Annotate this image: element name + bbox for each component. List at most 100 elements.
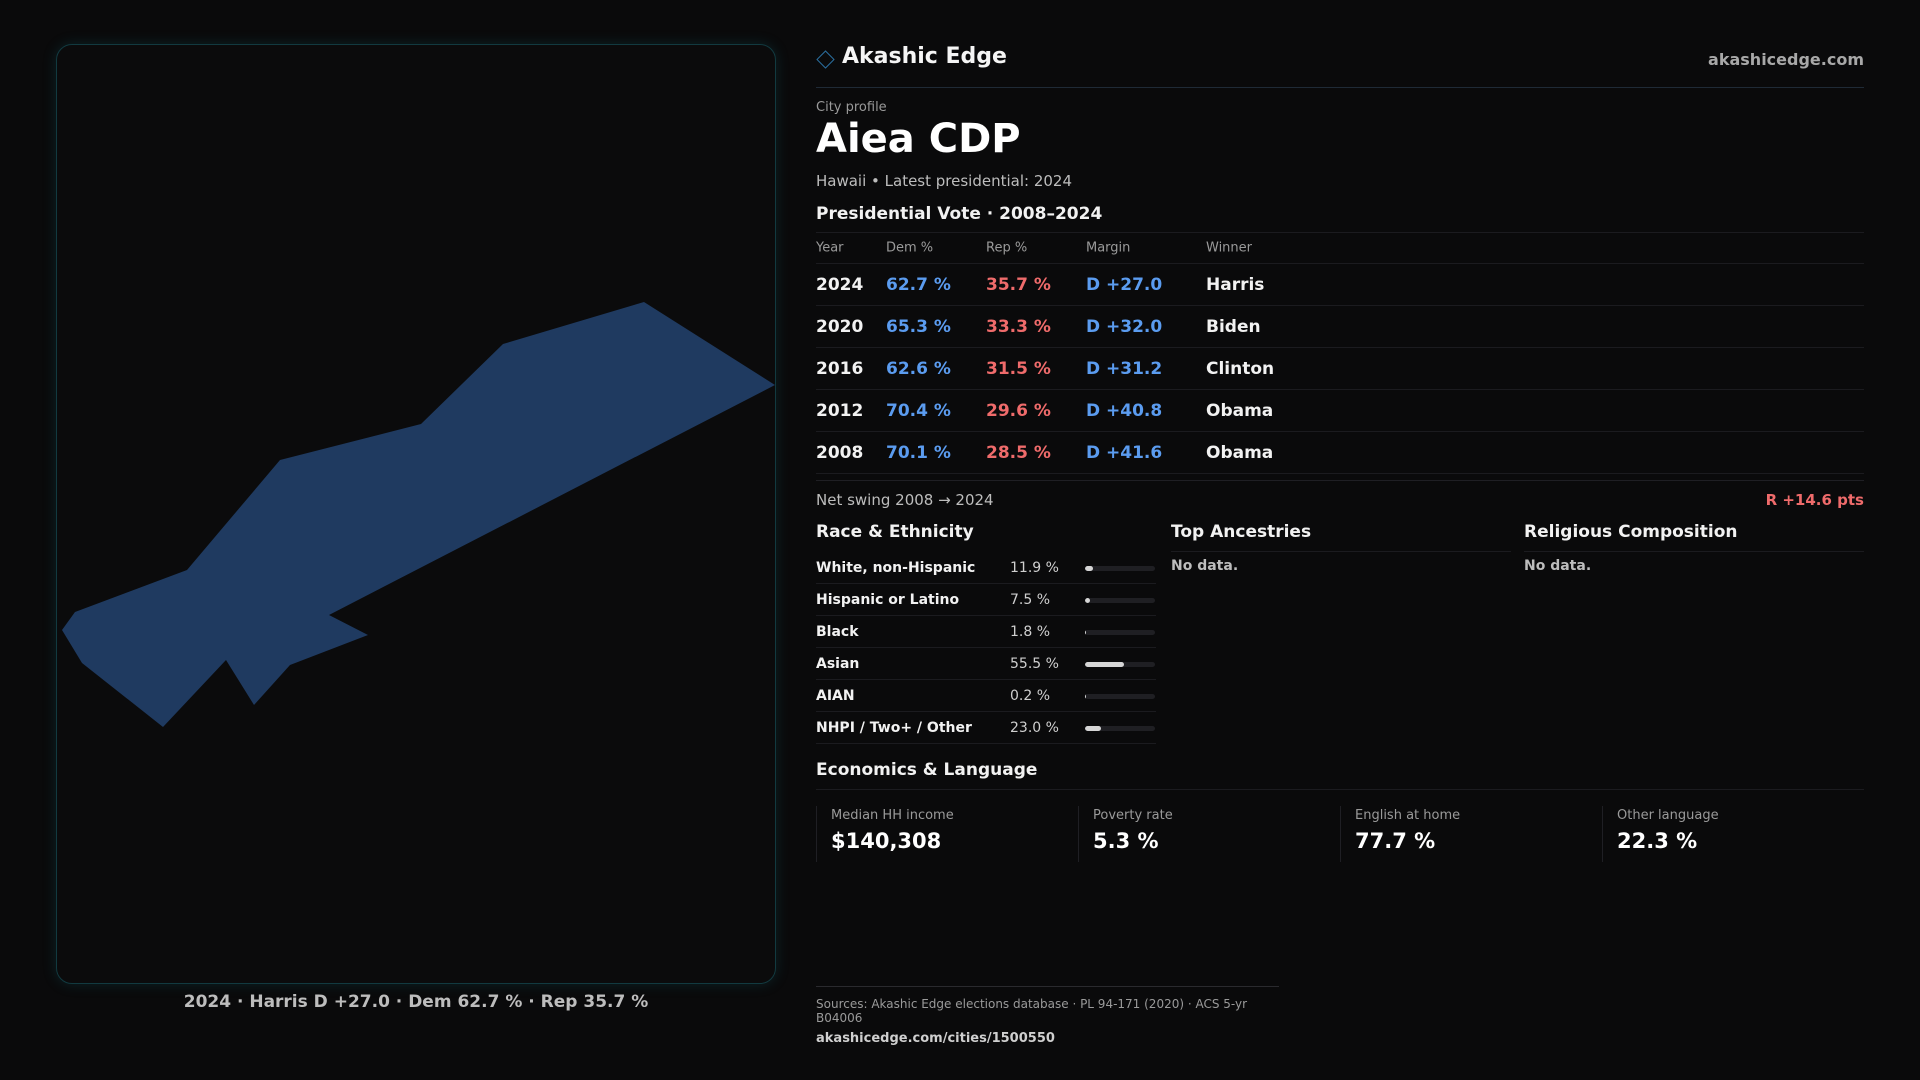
cell-winner: Obama [1206,442,1274,463]
race-bar-fill [1085,694,1087,699]
race-bar-track [1085,598,1155,603]
vote-table-header: Year Dem % Rep % Margin Winner [816,232,1864,264]
diamond-logo-icon [816,50,835,69]
sources-text: Sources: Akashic Edge elections database… [816,997,1248,1025]
table-row: 2008 70.1 % 28.5 % D +41.6 Obama [816,432,1864,474]
vote-section-title: Presidential Vote · 2008–2024 [816,204,1103,224]
city-boundary-map [62,302,775,727]
race-bar-track [1085,662,1155,667]
race-bar-fill [1085,566,1094,571]
race-label: Hispanic or Latino [816,592,960,608]
cell-year: 2008 [816,442,864,463]
cell-rep: 33.3 % [986,316,1051,337]
race-row: Black 1.8 % [816,616,1156,648]
econ-card-other-language: Other language 22.3 % [1602,806,1864,862]
econ-card-poverty: Poverty rate 5.3 % [1078,806,1340,862]
cell-year: 2012 [816,400,864,421]
cell-margin: D +31.2 [1086,358,1163,379]
race-bar-fill [1085,630,1087,635]
profile-subtitle: Hawaii • Latest presidential: 2024 [816,172,1073,190]
econ-label: English at home [1355,808,1461,823]
economics-title: Economics & Language [816,760,1864,790]
race-row: NHPI / Two+ / Other 23.0 % [816,712,1156,744]
site-link[interactable]: akashicedge.com [1708,50,1864,69]
race-bar-track [1085,694,1155,699]
map-caption: 2024 · Harris D +27.0 · Dem 62.7 % · Rep… [183,992,649,1012]
cell-dem: 62.6 % [886,358,951,379]
econ-card-english: English at home 77.7 % [1340,806,1602,862]
col-dem: Dem % [886,240,934,256]
race-row: White, non-Hispanic 11.9 % [816,552,1156,584]
table-row: 2012 70.4 % 29.6 % D +40.8 Obama [816,390,1864,432]
race-value: 55.5 % [1010,656,1059,672]
col-winner: Winner [1206,240,1253,256]
swing-label: Net swing 2008 → 2024 [816,491,994,509]
econ-value: 77.7 % [1355,829,1436,853]
footer-url[interactable]: akashicedge.com/cities/1500550 [816,1031,1055,1046]
city-boundary-shape[interactable] [62,302,775,727]
race-value: 11.9 % [1010,560,1059,576]
cell-margin: D +32.0 [1086,316,1163,337]
econ-value: $140,308 [831,829,942,853]
cell-year: 2016 [816,358,864,379]
cell-margin: D +40.8 [1086,400,1163,421]
race-bar-track [1085,726,1155,731]
religion-title: Religious Composition [1524,520,1864,552]
econ-label: Other language [1617,808,1719,823]
header: Akashic Edge akashicedge.com [816,44,1864,88]
vote-table: Year Dem % Rep % Margin Winner 2024 62.7… [816,232,1864,474]
cell-winner: Biden [1206,316,1261,337]
econ-value: 5.3 % [1093,829,1159,853]
ancestries-empty: No data. [1171,558,1239,574]
race-value: 7.5 % [1010,592,1051,608]
swing-value: R +14.6 pts [1765,491,1864,509]
race-bar-fill [1085,662,1124,667]
race-bar-track [1085,566,1155,571]
race-label: White, non-Hispanic [816,560,976,576]
race-label: Black [816,624,859,640]
race-row: AIAN 0.2 % [816,680,1156,712]
race-label: AIAN [816,688,855,704]
cell-margin: D +27.0 [1086,274,1163,295]
religion-empty: No data. [1524,558,1592,574]
ancestries-panel: Top Ancestries No data. [1171,520,1511,574]
page-title: Aiea CDP [816,116,1021,162]
net-swing: Net swing 2008 → 2024 R +14.6 pts [816,480,1864,518]
brand[interactable]: Akashic Edge [816,44,1007,69]
profile-kicker: City profile [816,100,887,115]
col-margin: Margin [1086,240,1131,256]
map-panel[interactable] [56,44,776,984]
cell-dem: 70.4 % [886,400,951,421]
table-row: 2016 62.6 % 31.5 % D +31.2 Clinton [816,348,1864,390]
cell-rep: 29.6 % [986,400,1051,421]
econ-value: 22.3 % [1617,829,1698,853]
cell-dem: 62.7 % [886,274,951,295]
race-value: 1.8 % [1010,624,1051,640]
race-bar-fill [1085,598,1091,603]
footer: Sources: Akashic Edge elections database… [816,986,1279,1046]
cell-year: 2020 [816,316,864,337]
col-year: Year [816,240,844,256]
cell-dem: 70.1 % [886,442,951,463]
race-section-title: Race & Ethnicity [816,522,974,542]
ancestries-title: Top Ancestries [1171,520,1511,552]
race-label: Asian [816,656,860,672]
race-bar-track [1085,630,1155,635]
race-ethnicity-panel: Race & Ethnicity White, non-Hispanic 11.… [816,520,1156,744]
cell-dem: 65.3 % [886,316,951,337]
race-value: 23.0 % [1010,720,1059,736]
cell-rep: 35.7 % [986,274,1051,295]
cell-winner: Clinton [1206,358,1275,379]
table-row: 2024 62.7 % 35.7 % D +27.0 Harris [816,264,1864,306]
cell-winner: Harris [1206,274,1265,295]
race-value: 0.2 % [1010,688,1051,704]
race-row: Hispanic or Latino 7.5 % [816,584,1156,616]
col-rep: Rep % [986,240,1028,256]
cell-rep: 28.5 % [986,442,1051,463]
race-label: NHPI / Two+ / Other [816,720,972,736]
cell-winner: Obama [1206,400,1274,421]
cell-margin: D +41.6 [1086,442,1163,463]
econ-label: Median HH income [831,808,954,823]
economics-cards: Median HH income $140,308 Poverty rate 5… [816,806,1864,862]
brand-name: Akashic Edge [842,44,1007,69]
